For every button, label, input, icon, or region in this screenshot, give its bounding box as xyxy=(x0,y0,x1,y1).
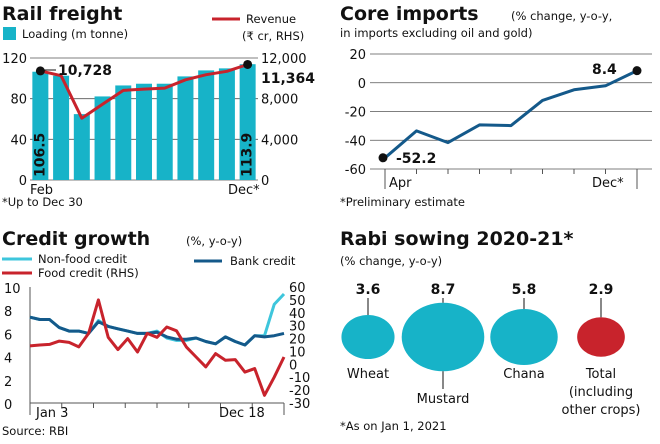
y-right-tick-label: -20 xyxy=(289,384,310,399)
value-label: 2.9 xyxy=(589,282,614,298)
category-label: Wheat xyxy=(347,367,389,382)
loading-bar xyxy=(94,96,111,180)
y-left-tick-label: 120 xyxy=(2,52,27,67)
bar-value-label: 113.9 xyxy=(240,133,256,177)
category-label: Total xyxy=(585,367,616,382)
rabi-footnote: *As on Jan 1, 2021 xyxy=(340,419,447,433)
x-tick-label: Dec* xyxy=(592,176,624,191)
y-left-tick-label: 0 xyxy=(19,174,27,189)
bank-legend-label: Bank credit xyxy=(230,254,296,268)
rail-footnote: *Up to Dec 30 xyxy=(2,195,83,209)
rail-freight-panel: Rail freight Loading (m tonne) Revenue (… xyxy=(2,3,315,209)
category-label: Mustard xyxy=(417,392,470,407)
bubble xyxy=(490,309,558,365)
core-title: Core imports xyxy=(340,3,479,25)
y-right-tick-label: 20 xyxy=(289,333,306,348)
core-imports-line xyxy=(384,69,638,159)
credit-source: Source: RBI xyxy=(2,424,68,438)
rail-title: Rail freight xyxy=(2,3,122,25)
value-label: 8.7 xyxy=(431,282,456,298)
y-right-tick-label: 30 xyxy=(289,320,306,335)
y-tick-label: -20 xyxy=(345,106,366,121)
y-tick-label: -60 xyxy=(345,163,366,178)
loading-bar xyxy=(32,71,49,180)
y-right-tick-label: 8,000 xyxy=(261,93,298,108)
food-credit-line xyxy=(29,298,286,397)
loading-legend-swatch xyxy=(3,27,16,40)
revenue-end-label: 11,364 xyxy=(261,71,315,87)
loading-bar xyxy=(218,68,235,180)
revenue-line xyxy=(40,63,249,120)
bubble xyxy=(401,302,485,372)
y-tick-label: -40 xyxy=(345,134,366,149)
start-value-label: -52.2 xyxy=(396,151,436,167)
loading-bar xyxy=(115,85,132,180)
y-left-tick-label: 10 xyxy=(4,282,21,297)
x-tick-label: Dec 18 xyxy=(219,406,265,421)
y-tick-label: 0 xyxy=(358,77,366,92)
credit-subtitle: (%, y-o-y) xyxy=(186,234,242,248)
y-right-tick-label: 0 xyxy=(261,174,269,189)
x-tick-label: Apr xyxy=(389,176,412,191)
y-right-tick-label: 10 xyxy=(289,345,306,360)
bubble xyxy=(341,314,395,360)
bar-value-label: 106.5 xyxy=(32,133,48,177)
rabi-subtitle: (% change, y-o-y) xyxy=(340,254,442,268)
value-label: 5.8 xyxy=(512,282,537,298)
y-right-tick-label: 12,000 xyxy=(261,52,307,67)
core-subtitle-2: in imports excluding oil and gold) xyxy=(340,26,532,40)
loading-bar xyxy=(198,70,215,180)
category-label: (including xyxy=(569,385,633,400)
y-left-tick-label: 2 xyxy=(4,375,12,390)
loading-bar xyxy=(156,83,173,180)
credit-title: Credit growth xyxy=(2,228,150,250)
revenue-start-label: 10,728 xyxy=(58,63,112,79)
y-right-tick-label: 60 xyxy=(289,281,306,296)
category-label: Chana xyxy=(503,367,545,382)
core-footnote: *Preliminary estimate xyxy=(340,195,465,209)
revenue-legend-label: Revenue xyxy=(246,12,296,26)
y-left-tick-label: 0 xyxy=(4,398,12,413)
rabi-title: Rabi sowing 2020-21* xyxy=(340,228,574,250)
loading-bar xyxy=(239,64,256,180)
revenue-endpoint xyxy=(35,66,45,76)
y-left-tick-label: 40 xyxy=(10,133,27,148)
y-left-tick-label: 4 xyxy=(4,352,12,367)
y-right-tick-label: 40 xyxy=(289,307,306,322)
loading-bar xyxy=(177,76,194,180)
end-value-label: 8.4 xyxy=(592,62,617,78)
core-subtitle-1: (% change, y-o-y, xyxy=(511,9,612,23)
revenue-endpoint xyxy=(243,59,253,69)
loading-bar xyxy=(73,114,90,180)
end-point xyxy=(632,66,642,76)
loading-bar xyxy=(53,75,70,180)
value-label: 3.6 xyxy=(356,282,381,298)
rabi-sowing-panel: Rabi sowing 2020-21* (% change, y-o-y) 3… xyxy=(340,228,641,433)
x-tick-label: Jan 3 xyxy=(35,406,68,421)
category-label: other crops) xyxy=(561,403,640,418)
start-point xyxy=(378,153,388,163)
y-tick-label: 20 xyxy=(349,48,366,63)
bubble xyxy=(577,317,625,357)
nonfood-legend-label: Non-food credit xyxy=(38,252,128,266)
bank-credit-line xyxy=(29,315,285,347)
revenue-legend-unit: (₹ cr, RHS) xyxy=(242,29,304,43)
y-left-tick-label: 80 xyxy=(10,93,27,108)
y-right-tick-label: 50 xyxy=(289,294,306,309)
loading-legend-label: Loading (m tonne) xyxy=(22,27,128,41)
food-legend-label: Food credit (RHS) xyxy=(38,266,139,280)
y-right-tick-label: -30 xyxy=(289,397,310,412)
y-left-tick-label: 6 xyxy=(4,328,12,343)
y-left-tick-label: 8 xyxy=(4,305,12,320)
x-tick-label: Dec* xyxy=(228,183,260,198)
y-right-tick-label: -10 xyxy=(289,371,310,386)
x-tick-label: Feb xyxy=(30,183,53,198)
core-imports-panel: Core imports (% change, y-o-y, in import… xyxy=(340,3,652,209)
y-right-tick-label: 4,000 xyxy=(261,133,298,148)
loading-bar xyxy=(136,83,152,180)
y-right-tick-label: 0 xyxy=(289,358,297,373)
credit-growth-panel: Credit growth (%, y-o-y) Non-food credit… xyxy=(2,228,310,438)
